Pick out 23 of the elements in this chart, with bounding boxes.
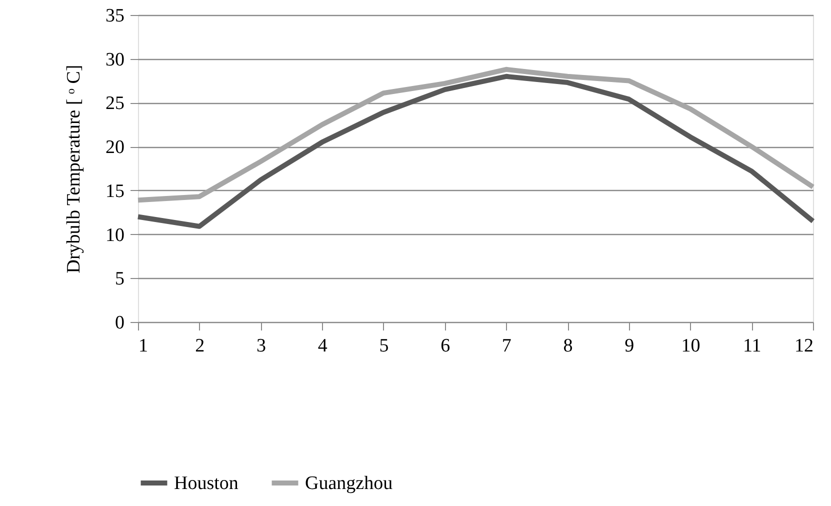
y-tick-label: 35 [106, 6, 124, 26]
x-tick-label: 5 [379, 336, 389, 356]
x-tick-label: 7 [502, 336, 512, 356]
y-tick-label: 25 [106, 93, 124, 114]
y-tick-label: 0 [115, 312, 124, 334]
x-tick-label: 12 [794, 336, 814, 356]
x-tick-label: 4 [318, 336, 328, 356]
x-tick-label: 8 [563, 336, 573, 356]
x-tick-label: 6 [440, 336, 450, 356]
x-tick-label: 1 [138, 336, 148, 356]
y-tick-label: 30 [106, 49, 124, 70]
x-tick-label: 3 [256, 336, 266, 356]
legend-label: Guangzhou [305, 473, 394, 494]
y-axis-title: Drybulb Temperature [ ᵒ C] [64, 64, 84, 274]
x-tick-label: 9 [624, 336, 634, 356]
y-tick-label: 20 [106, 137, 124, 158]
y-tick-label: 15 [106, 180, 124, 202]
y-tick-label: 10 [106, 224, 124, 246]
legend-label: Houston [174, 473, 239, 494]
y-tick-label: 5 [115, 268, 124, 290]
x-tick-label: 11 [742, 336, 762, 356]
x-tick-label: 2 [195, 336, 205, 356]
x-tick-label: 10 [681, 336, 700, 356]
